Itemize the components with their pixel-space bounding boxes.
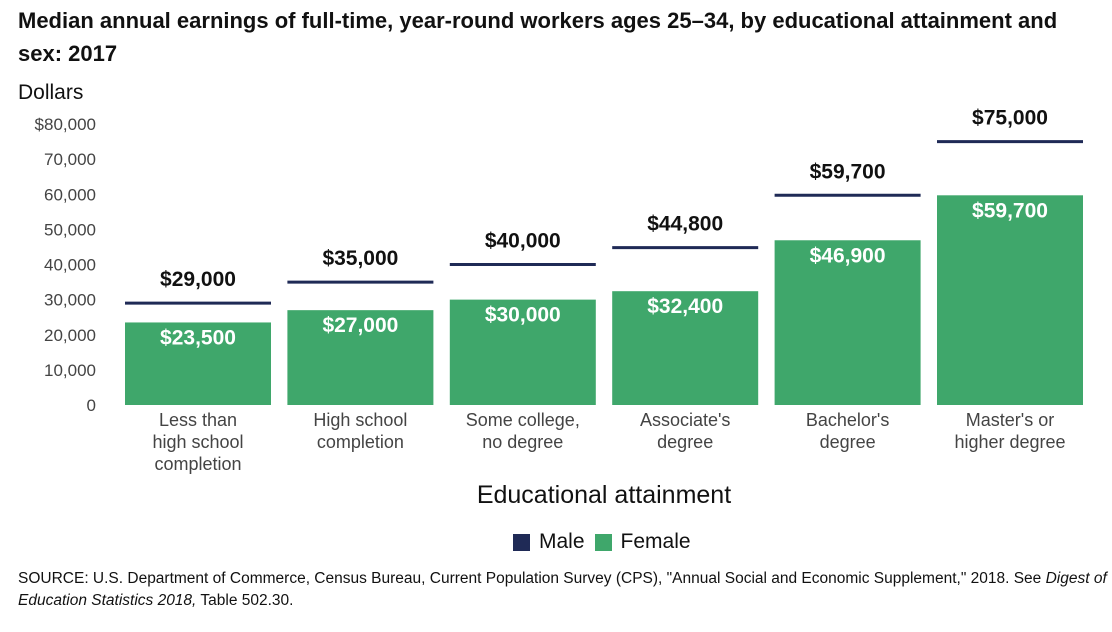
category-label: Less than high school completion	[152, 410, 243, 474]
legend-swatch-female	[594, 533, 612, 551]
chart-title: Median annual earnings of full-time, yea…	[18, 8, 1058, 66]
female-bar	[937, 195, 1083, 405]
source-publication: Digest of Education Statistics 2018,	[18, 570, 1107, 609]
y-tick-label: 60,000	[44, 185, 96, 204]
male-value-label: $40,000	[485, 230, 561, 253]
category-label: Bachelor's degree	[806, 410, 889, 452]
legend-swatch-male	[513, 533, 530, 551]
male-value-label: $29,000	[160, 268, 236, 291]
female-value-label: $23,500	[160, 326, 236, 349]
category-label: Some college, no degree	[466, 410, 580, 452]
y-tick-label: 50,000	[44, 220, 96, 239]
x-axis-label: Educational attainment	[476, 481, 732, 509]
male-value-label: $59,700	[810, 160, 886, 183]
legend: Male Female	[513, 530, 701, 554]
y-tick-label: $80,000	[35, 115, 96, 134]
y-axis-label: Dollars	[18, 81, 84, 104]
legend-item-male: Male	[513, 530, 585, 554]
female-value-label: $30,000	[485, 304, 561, 327]
female-bar	[774, 240, 921, 405]
source-table: Table 502.30.	[196, 592, 294, 609]
male-value-label: $35,000	[322, 247, 398, 270]
y-tick-label: 30,000	[44, 291, 96, 310]
female-bar	[287, 310, 434, 405]
male-value-label: $44,800	[647, 213, 723, 236]
female-value-label: $27,000	[322, 314, 398, 337]
y-tick-label: 40,000	[44, 256, 96, 275]
female-value-label: $46,900	[810, 244, 886, 267]
male-value-label: $75,000	[972, 107, 1048, 130]
category-label: Master's or higher degree	[954, 410, 1065, 452]
source-note: SOURCE: U.S. Department of Commerce, Cen…	[18, 568, 1108, 612]
y-tick-label: 20,000	[44, 326, 96, 345]
y-tick-label: 70,000	[44, 150, 96, 169]
female-bar	[449, 299, 596, 405]
legend-label-male: Male	[539, 530, 585, 553]
legend-item-female: Female	[594, 530, 691, 554]
y-tick-label: 0	[87, 396, 96, 415]
y-tick-label: 10,000	[44, 361, 96, 380]
chart-plot: 0 10,000 20,000 30,000 40,000 50,000 60,000 70,…	[35, 107, 1083, 474]
category-label: High school completion	[313, 410, 407, 452]
legend-label-female: Female	[620, 530, 691, 553]
female-bar	[125, 322, 271, 405]
female-bar	[612, 291, 759, 405]
source-text: SOURCE: U.S. Department of Commerce, Cen…	[18, 570, 1046, 587]
female-value-label: $59,700	[972, 199, 1048, 222]
female-value-label: $32,400	[647, 295, 723, 318]
category-label: Associate's degree	[640, 410, 730, 452]
